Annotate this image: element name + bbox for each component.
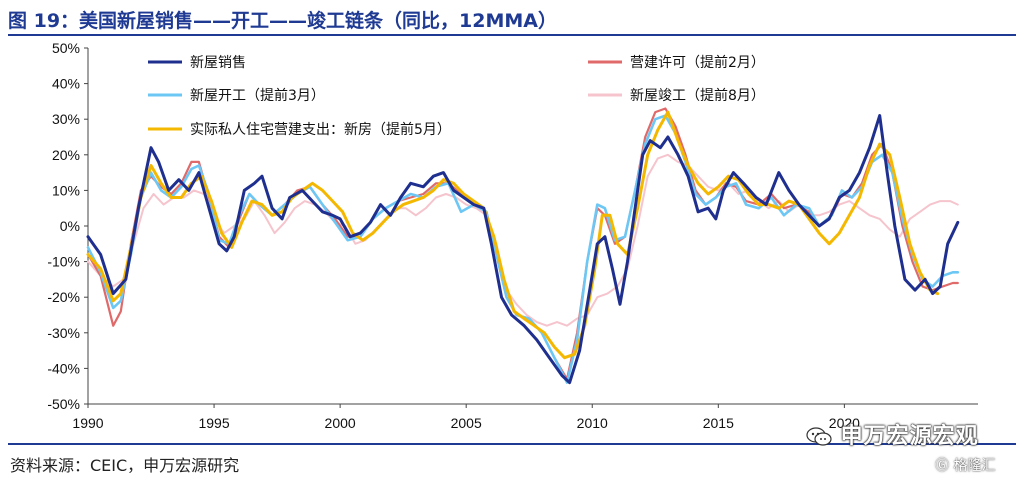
wechat-watermark-text: 申万宏源宏观 <box>840 424 979 449</box>
title-divider <box>8 34 1016 36</box>
footer-divider <box>8 443 1016 445</box>
legend-label-starts: 新屋开工（提前3月） <box>190 87 325 104</box>
x-tick-label: 2010 <box>577 415 608 431</box>
gelonghui-watermark-text: 格隆汇 <box>953 458 996 474</box>
y-tick-label: -50% <box>47 396 80 412</box>
x-tick-label: 2005 <box>451 415 482 431</box>
source-note: 资料来源：CEIC，申万宏源研究 <box>10 456 240 475</box>
y-tick-label: 50% <box>52 40 80 56</box>
chart-area: -50% -40% -30% -20% -10% 0% 10% 20% 30% 40% 50% 199… <box>47 40 978 431</box>
legend-label-completions: 新屋竣工（提前8月） <box>630 87 765 104</box>
y-tick-label: -10% <box>47 254 80 270</box>
series-line-sales <box>86 114 960 385</box>
x-tick-label: 1990 <box>72 415 103 431</box>
y-tick-label: -40% <box>47 360 80 376</box>
series-line-starts <box>86 114 960 384</box>
gelonghui-watermark: Ⓖ 格隆汇 <box>935 455 995 475</box>
x-tick-label: 2000 <box>325 415 356 431</box>
legend-label-investment: 实际私人住宅营建支出：新房（提前5月） <box>190 121 451 138</box>
legend-label-permits: 营建许可（提前2月） <box>630 54 765 71</box>
y-tick-label: 40% <box>52 76 80 92</box>
x-tick-label: 1995 <box>198 415 229 431</box>
wechat-icon <box>806 426 832 448</box>
y-tick-label: -30% <box>47 325 80 341</box>
chart-title: 图 19：美国新屋销售——开工——竣工链条（同比，12MMA） <box>8 10 558 32</box>
x-tick-label: 2020 <box>829 415 860 431</box>
legend-label-sales: 新屋销售 <box>190 55 246 71</box>
wechat-watermark: 申万宏源宏观 <box>806 418 979 450</box>
y-tick-label: 0% <box>60 218 80 234</box>
y-tick-label: 20% <box>52 147 80 163</box>
y-tick-label: -20% <box>47 289 80 305</box>
y-tick-label: 10% <box>52 182 80 198</box>
gelonghui-logo-icon: Ⓖ <box>935 458 949 474</box>
y-tick-label: 30% <box>52 111 80 127</box>
x-tick-label: 2015 <box>703 415 734 431</box>
